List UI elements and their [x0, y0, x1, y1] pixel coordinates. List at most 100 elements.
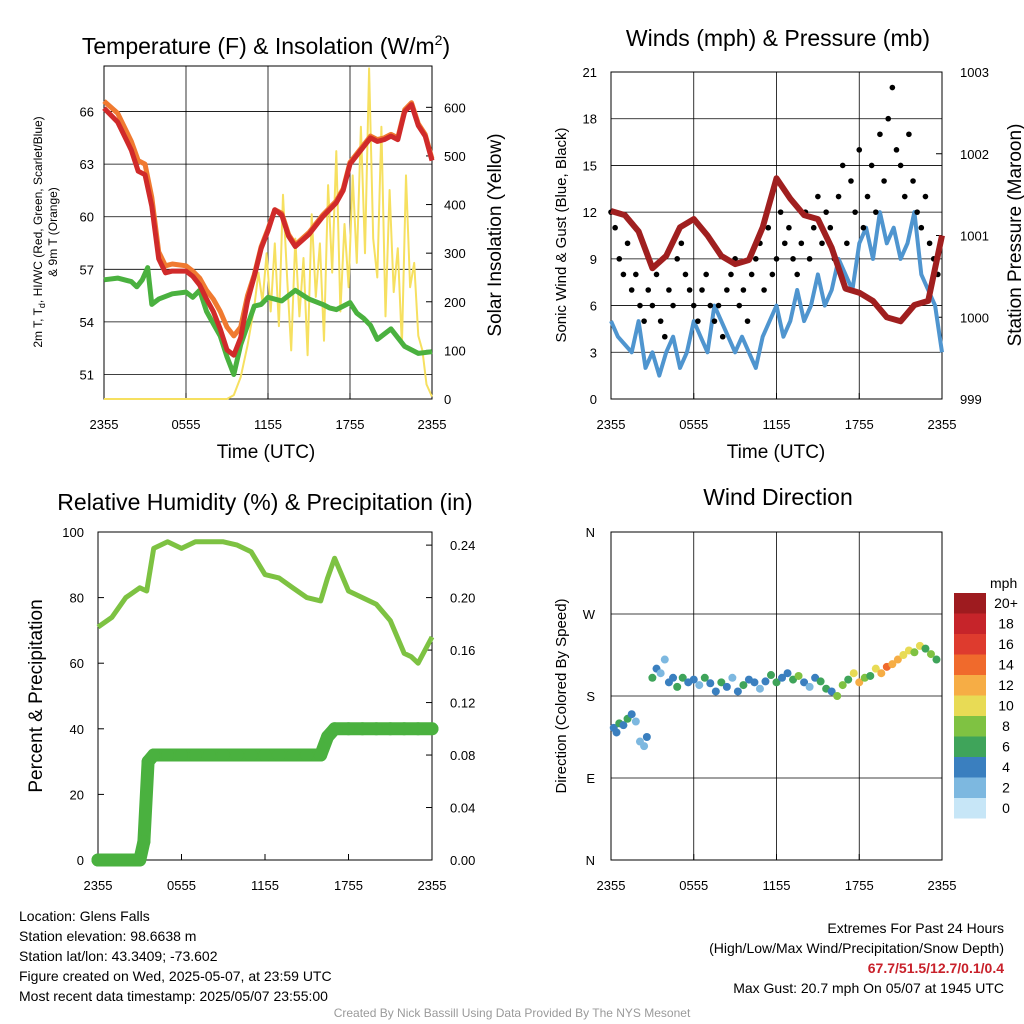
rh-title: Relative Humidity (%) & Precipitation (i…	[57, 489, 472, 515]
winds-x-tick-label: 2355	[928, 417, 957, 432]
winds-y-tick-label: 18	[583, 112, 597, 127]
precip-point	[328, 722, 342, 736]
dir-point	[833, 692, 842, 700]
winds-gust-point	[620, 271, 627, 278]
dir-point	[706, 679, 715, 688]
rh-y2-tick-label: 0.04	[450, 801, 475, 816]
dir-point	[827, 687, 836, 696]
extremes-subheading: (High/Low/Max Wind/Precipitation/Snow De…	[709, 940, 1004, 956]
dir-point	[783, 669, 792, 678]
winds-y-label: Sonic Wind & Gust (Blue, Black)	[553, 127, 570, 342]
speed-legend-label: 8	[1002, 718, 1010, 734]
winds-y-tick-label: 6	[590, 299, 597, 314]
credit-line: Created By Nick Bassill Using Data Provi…	[333, 1006, 691, 1020]
winds-gust-point	[649, 302, 656, 309]
dir-point	[800, 678, 809, 687]
speed-legend-label: 4	[1002, 759, 1010, 775]
dir-point	[631, 717, 640, 726]
dir-x-tick-label: 2355	[597, 878, 626, 893]
temp-x-tick-label: 2355	[90, 417, 119, 432]
winds-y-tick-label: 15	[583, 158, 597, 173]
rh-x-tick-label: 1155	[251, 878, 279, 893]
dir-y-tick-label: N	[586, 853, 595, 868]
winds-gust-point	[641, 318, 647, 324]
winds-gust-point	[901, 193, 908, 200]
speed-legend-label: 6	[1002, 739, 1010, 755]
dir-point	[673, 682, 682, 691]
winds-x-tick-label: 0555	[679, 417, 708, 432]
dir-point	[888, 660, 897, 669]
winds-gust-point	[724, 287, 730, 293]
speed-legend-swatch	[954, 798, 986, 819]
winds-gust-point	[926, 240, 933, 247]
winds-x-tick-label: 1155	[763, 417, 791, 432]
dir-point	[910, 648, 919, 657]
winds-gust-point	[744, 318, 751, 324]
dir-x-tick-label: 1755	[845, 878, 874, 893]
winds-gust-point	[856, 147, 863, 153]
precip-point	[188, 748, 202, 762]
winds-y2-tick-label: 1003	[960, 65, 989, 80]
dir-point	[733, 687, 742, 696]
winds-x-tick-label: 2355	[597, 417, 626, 432]
winds-x-label: Time (UTC)	[727, 442, 826, 463]
speed-legend-swatch	[954, 654, 986, 675]
dir-point	[642, 733, 651, 741]
dir-point	[877, 669, 886, 678]
winds-gust-point	[810, 224, 817, 231]
dir-point	[722, 682, 731, 691]
dir-point	[678, 673, 687, 682]
temp-y-label-2: & 9m T (Orange)	[46, 187, 60, 277]
winds-gust-point	[906, 131, 912, 138]
winds-gust-point	[695, 318, 701, 324]
speed-legend-swatch	[954, 613, 986, 634]
winds-y2-label: Station Pressure (Maroon)	[1005, 124, 1024, 347]
dir-point	[926, 650, 935, 659]
precip-point	[411, 722, 425, 736]
speed-legend-swatch	[954, 757, 986, 778]
temp-y2-tick-label: 300	[444, 246, 466, 261]
winds-gust-point	[823, 209, 829, 215]
rh-y-tick-label: 80	[70, 591, 84, 606]
dir-point	[612, 728, 621, 737]
speed-legend-swatch	[954, 634, 986, 655]
temp-y2-label: Solar Insolation (Yellow)	[485, 133, 506, 336]
rh-y2-tick-label: 0.24	[450, 538, 475, 553]
precip-point	[147, 748, 161, 762]
temp-x-tick-label: 0555	[172, 417, 201, 432]
speed-legend-label: 18	[998, 616, 1014, 632]
speed-legend-swatch	[954, 716, 986, 737]
dir-point	[849, 669, 858, 678]
winds-y2-tick-label: 1000	[960, 310, 989, 325]
dir-y-tick-label: W	[583, 607, 596, 622]
precip-point	[272, 748, 286, 762]
dir-point	[750, 678, 759, 687]
winds-gust-point	[885, 115, 892, 122]
rh-y-label: Percent & Precipitation	[26, 599, 47, 792]
winds-y2-tick-label: 999	[960, 392, 982, 407]
temp-title: Temperature (F) & Insolation (W/m2)	[82, 32, 450, 59]
rh-x-tick-label: 2355	[418, 878, 447, 893]
winds-gust-point	[873, 209, 879, 215]
winds-gust-point	[703, 271, 709, 278]
rh-y-tick-label: 100	[62, 525, 84, 540]
temp-x-tick-label: 1755	[336, 417, 365, 432]
precip-point	[216, 748, 230, 762]
figure-created: Figure created on Wed, 2025-05-07, at 23…	[19, 968, 332, 984]
winds-gust-point	[653, 271, 660, 278]
precip-point	[383, 722, 397, 736]
dir-point	[656, 669, 665, 678]
winds-gust-point	[781, 240, 788, 247]
precip-point	[300, 748, 314, 762]
precip-point	[175, 748, 188, 762]
station-latlon: Station lat/lon: 43.3409; -73.602	[19, 948, 218, 964]
winds-gust-point	[719, 333, 726, 340]
dir-y-tick-label: E	[586, 771, 595, 786]
precip-point	[397, 722, 411, 736]
winds-gust-point	[860, 224, 867, 231]
winds-gust-point	[835, 193, 842, 200]
winds-pressure-line	[610, 175, 945, 325]
winds-gust-point	[827, 224, 834, 231]
dir-point	[717, 678, 726, 687]
rh-y2-tick-label: 0.12	[450, 696, 475, 711]
